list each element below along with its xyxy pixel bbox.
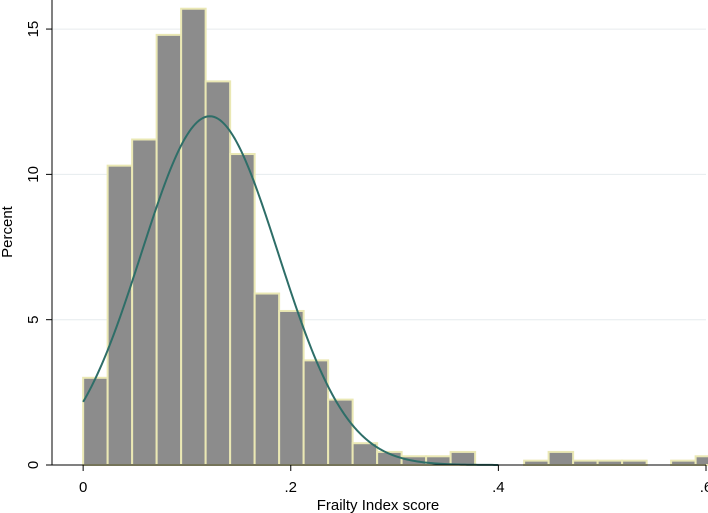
histogram-bars bbox=[82, 7, 708, 466]
histogram-bar-25 bbox=[670, 459, 697, 466]
histogram-bar-1 bbox=[82, 376, 109, 466]
histogram-bar-4 bbox=[155, 33, 183, 466]
y-tick-label-0: 0 bbox=[25, 461, 42, 469]
x-tick-label-0: 0 bbox=[79, 479, 87, 496]
histogram-bar-19 bbox=[523, 459, 550, 466]
histogram-bar-23 bbox=[621, 459, 648, 466]
y-tick-label-10: 10 bbox=[25, 166, 42, 183]
histogram-bar-7 bbox=[229, 153, 256, 466]
histogram-bar-6 bbox=[204, 80, 232, 466]
normal-density-curve bbox=[82, 115, 499, 466]
histogram-bar-9 bbox=[278, 309, 305, 466]
histogram-bar-10 bbox=[302, 359, 330, 466]
axes bbox=[51, 0, 706, 466]
x-tick-label-.6: .6 bbox=[700, 479, 708, 496]
x-tick-label-.4: .4 bbox=[492, 479, 505, 496]
y-axis-ticks: 0 5 10 15 bbox=[25, 21, 52, 469]
histogram-bar-26 bbox=[694, 455, 708, 466]
histogram-bar-5 bbox=[180, 7, 207, 466]
y-axis-title: Percent bbox=[0, 205, 16, 258]
histogram-bar-22 bbox=[596, 459, 624, 466]
x-tick-label-.2: .2 bbox=[285, 479, 298, 496]
histogram-bar-21 bbox=[572, 459, 599, 466]
histogram-bar-20 bbox=[547, 450, 575, 466]
histogram-bar-16 bbox=[449, 450, 477, 466]
y-tick-label-15: 15 bbox=[25, 21, 42, 38]
x-axis-title: Frailty Index score bbox=[317, 497, 440, 513]
y-tick-label-5: 5 bbox=[25, 316, 42, 324]
x-axis-ticks: 0 .2 .4 .6 bbox=[79, 465, 708, 496]
histogram-bar-12 bbox=[351, 442, 379, 466]
histogram-bar-3 bbox=[131, 138, 158, 466]
density-curve-group bbox=[82, 115, 499, 466]
histogram-bar-8 bbox=[253, 292, 281, 466]
